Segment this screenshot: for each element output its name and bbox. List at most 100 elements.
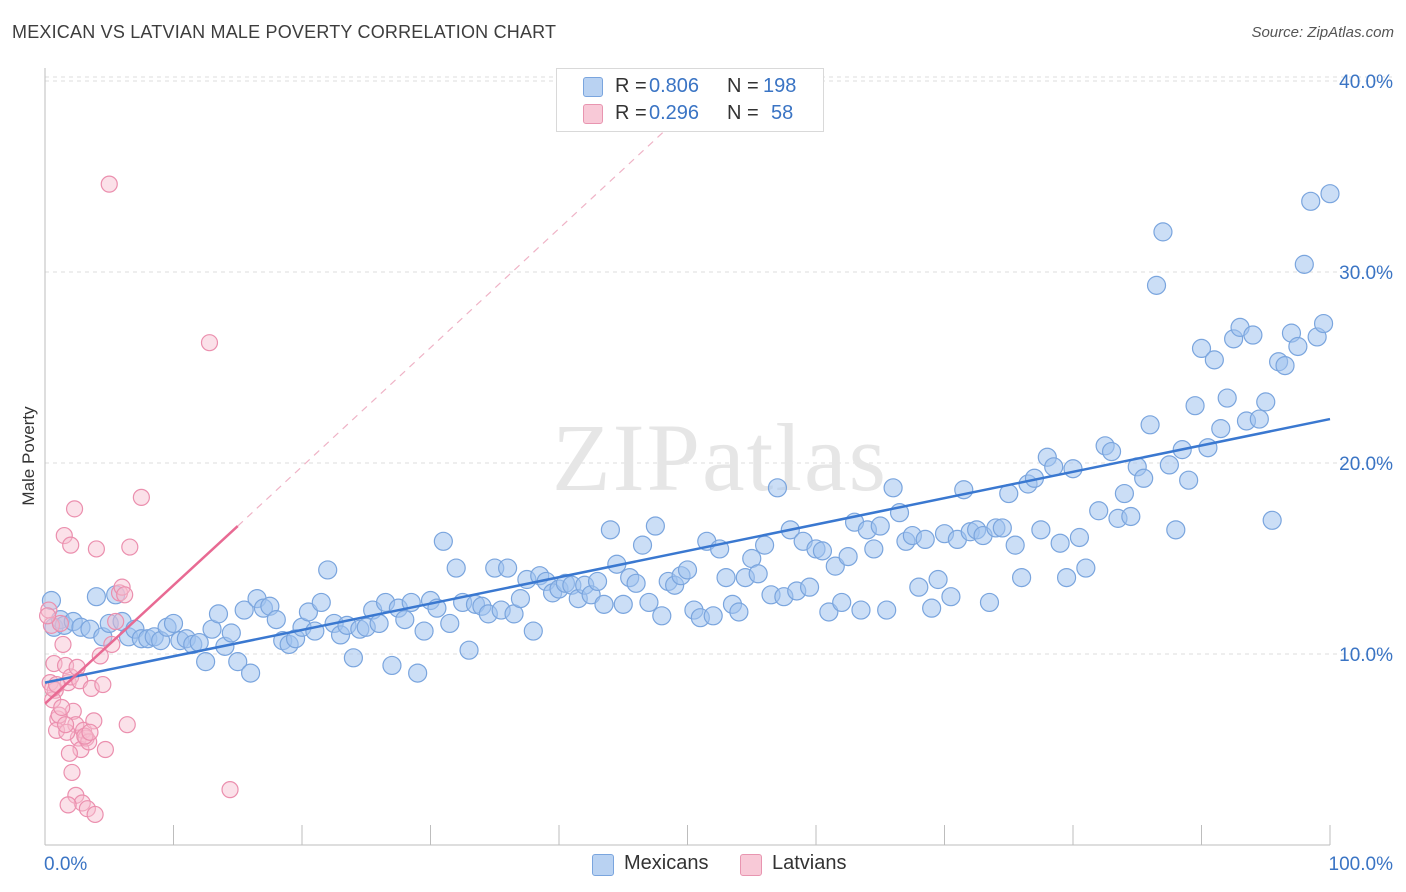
data-point-latvians <box>118 716 136 734</box>
data-point-mexicans <box>208 604 229 624</box>
trend-line-latvians <box>44 525 239 705</box>
data-point-mexicans <box>870 516 890 536</box>
data-point-mexicans <box>626 573 646 593</box>
data-point-mexicans <box>228 652 248 672</box>
data-point-latvians <box>91 647 109 665</box>
data-point-mexicans <box>234 600 254 620</box>
data-point-latvians <box>221 781 239 799</box>
bottom-legend-label: Mexicans <box>624 852 709 874</box>
y-tick-label: 10.0% <box>1339 645 1393 666</box>
data-point-latvians <box>96 740 114 759</box>
data-point-mexicans <box>600 520 621 540</box>
data-point-mexicans <box>1140 415 1160 435</box>
data-point-mexicans <box>1031 520 1051 540</box>
data-point-latvians <box>65 500 84 518</box>
data-point-mexicans <box>241 663 261 683</box>
data-point-mexicans <box>832 592 852 613</box>
data-point-latvians <box>132 488 150 506</box>
bottom-legend-latvians: Latvians <box>740 852 870 876</box>
chart-title: MEXICAN VS LATVIAN MALE POVERTY CORRELAT… <box>12 22 557 42</box>
data-point-mexicans <box>318 560 338 580</box>
data-point-mexicans <box>851 600 871 620</box>
data-point-mexicans <box>1320 184 1340 204</box>
data-point-mexicans <box>369 613 389 634</box>
data-point-mexicans <box>819 602 839 622</box>
data-point-mexicans <box>1179 470 1199 490</box>
data-point-mexicans <box>414 621 434 641</box>
data-point-latvians <box>107 612 125 631</box>
data-point-mexicans <box>1313 313 1334 334</box>
data-point-mexicans <box>440 613 460 634</box>
legend-r-value: 0.296 <box>649 102 700 124</box>
data-point-mexicans <box>221 623 241 643</box>
data-point-mexicans <box>613 594 633 614</box>
legend-r-label: R = <box>615 102 647 124</box>
data-point-latvians <box>59 796 77 814</box>
data-point-latvians <box>56 716 75 734</box>
data-point-mexicans <box>928 569 948 590</box>
legend-n-label: N = <box>727 102 759 124</box>
data-point-mexicans <box>1076 558 1096 578</box>
trend-lines <box>44 109 1331 705</box>
data-point-mexicans <box>915 529 935 550</box>
bottom-legend-swatch-mexicans <box>592 854 614 876</box>
data-point-mexicans <box>652 606 672 626</box>
data-point-latvians <box>86 805 104 824</box>
legend-swatch-mexicans <box>583 77 603 97</box>
watermark: ZIPatlas <box>552 404 888 511</box>
bottom-legend-mexicans: Mexicans <box>592 852 722 876</box>
data-point-mexicans <box>266 610 286 630</box>
data-point-mexicans <box>922 598 942 618</box>
y-tick-label: 30.0% <box>1339 263 1393 284</box>
data-point-mexicans <box>1288 336 1308 357</box>
data-point-mexicans <box>767 478 788 498</box>
y-tick-label: 40.0% <box>1339 72 1393 93</box>
data-point-mexicans <box>1044 457 1064 477</box>
data-point-mexicans <box>1262 510 1282 530</box>
data-point-mexicans <box>716 567 736 588</box>
data-point-mexicans <box>1198 438 1218 458</box>
y-axis-title: Male Poverty <box>19 406 38 506</box>
data-point-mexicans <box>594 594 614 614</box>
data-point-latvians <box>200 334 219 352</box>
data-point-mexicans <box>382 655 402 676</box>
data-point-mexicans <box>587 571 608 592</box>
stats-legend: R = 0.806 N = 198 R = 0.296 N = 58 <box>556 68 824 132</box>
data-point-mexicans <box>838 546 858 567</box>
data-point-mexicans <box>799 577 820 597</box>
data-point-mexicans <box>1069 527 1090 548</box>
data-point-mexicans <box>979 592 1000 613</box>
data-point-mexicans <box>1153 222 1173 242</box>
data-point-mexicans <box>498 558 518 578</box>
data-point-mexicans <box>645 516 665 536</box>
data-point-mexicans <box>343 648 363 668</box>
data-point-mexicans <box>812 541 833 561</box>
data-point-mexicans <box>523 621 543 641</box>
data-point-mexicans <box>1146 275 1167 295</box>
legend-n-label: N = <box>727 75 759 97</box>
data-point-mexicans <box>86 587 107 607</box>
gridlines <box>45 76 1392 655</box>
data-point-mexicans <box>1114 483 1135 504</box>
data-point-mexicans <box>298 602 319 622</box>
data-point-mexicans <box>1101 441 1122 462</box>
legend-n-value: 198 <box>763 75 797 97</box>
data-point-mexicans <box>1275 355 1295 376</box>
y-tick-label: 20.0% <box>1339 454 1393 475</box>
legend-row-mexicans: R = 0.806 N = 198 <box>557 73 823 101</box>
data-point-mexicans <box>992 518 1012 538</box>
data-point-mexicans <box>1294 254 1314 274</box>
data-point-mexicans <box>1256 392 1276 412</box>
trend-extension-latvians <box>237 109 688 527</box>
data-point-mexicans <box>883 478 903 498</box>
data-point-mexicans <box>748 564 768 584</box>
axis-labels: 10.0% 20.0% 30.0% 40.0% 0.0% 100.0% Male Pover… <box>19 72 1393 875</box>
data-point-mexicans <box>1191 338 1212 358</box>
legend-n-value: 58 <box>771 102 794 124</box>
data-point-mexicans <box>41 590 62 611</box>
trend-line-mexicans <box>44 417 1331 684</box>
data-point-mexicans <box>1121 506 1141 527</box>
data-point-mexicans <box>754 535 775 555</box>
data-point-latvians <box>87 540 106 558</box>
